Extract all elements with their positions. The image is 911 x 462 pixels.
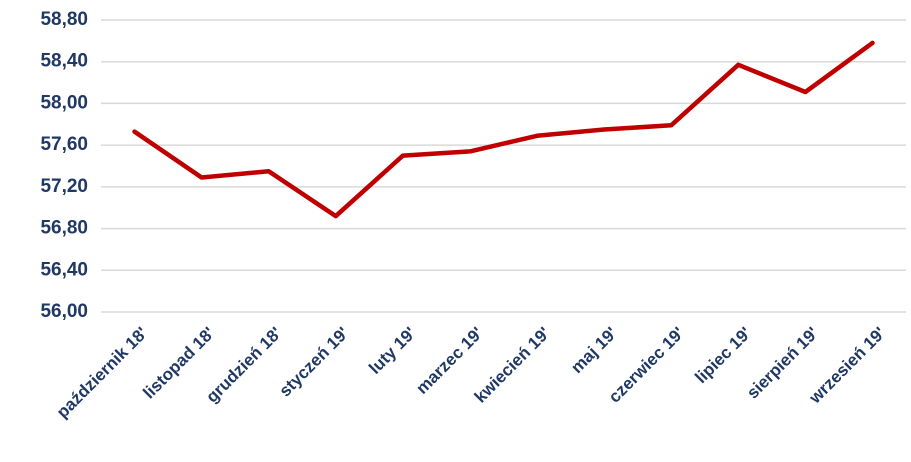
y-tick-label: 58,00 bbox=[40, 92, 88, 113]
y-tick-label: 57,60 bbox=[40, 134, 88, 155]
x-tick-label: styczeń 19' bbox=[276, 323, 353, 400]
x-tick-label: październik 18' bbox=[53, 323, 151, 421]
y-tick-label: 58,40 bbox=[40, 51, 88, 72]
y-tick-label: 57,20 bbox=[40, 176, 88, 197]
y-tick-label: 58,80 bbox=[40, 9, 88, 30]
x-tick-label: luty 19' bbox=[365, 323, 419, 377]
x-tick-label: lipiec 19' bbox=[691, 323, 755, 387]
y-tick-label: 56,40 bbox=[40, 259, 88, 280]
line-series bbox=[132, 40, 875, 219]
y-tick-label: 56,80 bbox=[40, 218, 88, 239]
x-tick-label: marzec 19' bbox=[412, 323, 486, 397]
y-tick-label: 56,00 bbox=[40, 301, 88, 322]
x-tick-label: maj 19' bbox=[567, 323, 621, 377]
